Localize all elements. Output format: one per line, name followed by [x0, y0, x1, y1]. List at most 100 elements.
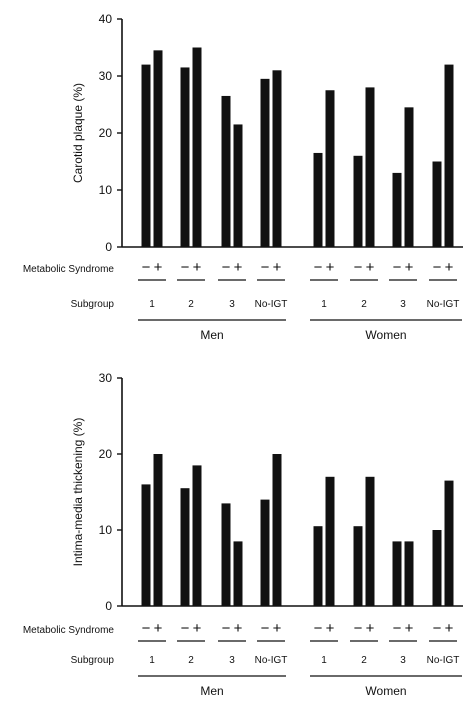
group-label-women: Women [365, 328, 406, 342]
syndrome-sign: + [445, 620, 454, 637]
chart-panel-2: 0 10 20 30 Intima-media thickening (%) Metabo… [23, 371, 463, 698]
syndrome-sign: − [354, 620, 363, 637]
bar [260, 499, 270, 606]
bar [141, 484, 151, 606]
bar [313, 152, 323, 247]
syndrome-sign: + [405, 259, 414, 276]
subgroup-row-label: Subgroup [71, 655, 115, 666]
syndrome-sign: + [273, 259, 282, 276]
subgroup-label: 3 [400, 655, 406, 666]
syndrome-sign: − [314, 259, 323, 276]
y-tick-label: 10 [99, 183, 113, 197]
y-tick-label: 0 [105, 240, 112, 254]
bar [153, 454, 163, 606]
syndrome-sign: − [181, 620, 190, 637]
syndrome-sign: − [433, 620, 442, 637]
bar [141, 64, 151, 247]
bar [325, 90, 335, 247]
bar [313, 526, 323, 606]
y-tick-label: 30 [99, 69, 113, 83]
subgroup-label: 2 [361, 655, 367, 666]
subgroup-label: 2 [188, 299, 194, 310]
syndrome-sign: + [366, 620, 375, 637]
subgroup-label: 2 [361, 299, 367, 310]
subgroup-label: 1 [321, 299, 327, 310]
subgroup-label: 1 [149, 299, 155, 310]
syndrome-sign: + [193, 259, 202, 276]
bar [444, 64, 454, 247]
y-tick-label: 10 [99, 523, 113, 537]
group-label-men: Men [200, 328, 223, 342]
bar [272, 70, 282, 247]
syndrome-sign: − [261, 259, 270, 276]
syndrome-sign: − [393, 620, 402, 637]
y-axis-label: Carotid plaque (%) [71, 83, 85, 183]
syndrome-sign: + [234, 620, 243, 637]
syndrome-sign: + [273, 620, 282, 637]
subgroup-label: No-IGT [427, 299, 460, 310]
bar [353, 155, 363, 247]
subgroup-label: No-IGT [255, 299, 288, 310]
syndrome-sign: + [326, 620, 335, 637]
bar [153, 50, 163, 247]
subgroup-label: 2 [188, 655, 194, 666]
bar [233, 124, 243, 247]
syndrome-sign: − [261, 620, 270, 637]
y-tick-label: 40 [99, 12, 113, 26]
syndrome-sign: + [154, 259, 163, 276]
subgroup-label: 3 [229, 655, 235, 666]
syndrome-sign: + [154, 620, 163, 637]
syndrome-sign: − [142, 259, 151, 276]
syndrome-sign: − [222, 259, 231, 276]
group-label-men: Men [200, 684, 223, 698]
y-axis-label: Intima-media thickening (%) [71, 418, 85, 567]
bar [353, 526, 363, 606]
syndrome-sign: − [142, 620, 151, 637]
group-label-women: Women [365, 684, 406, 698]
metabolic-syndrome-row-label: Metabolic Syndrome [23, 625, 115, 636]
syndrome-sign: + [193, 620, 202, 637]
subgroup-label: 3 [229, 299, 235, 310]
syndrome-sign: − [314, 620, 323, 637]
bar [180, 67, 190, 247]
bar [432, 161, 442, 247]
subgroup-label: No-IGT [427, 655, 460, 666]
y-tick-label: 0 [105, 599, 112, 613]
bar [192, 47, 202, 247]
y-tick-label: 20 [99, 126, 113, 140]
syndrome-sign: − [181, 259, 190, 276]
bar [404, 107, 414, 247]
subgroup-label: 1 [149, 655, 155, 666]
bar [365, 87, 375, 248]
syndrome-sign: − [222, 620, 231, 637]
bar [365, 476, 375, 606]
bar [192, 465, 202, 606]
metabolic-syndrome-row-label: Metabolic Syndrome [23, 264, 115, 275]
syndrome-sign: + [326, 259, 335, 276]
bar [444, 480, 454, 606]
bar [325, 476, 335, 606]
subgroup-label: No-IGT [255, 655, 288, 666]
bar [221, 95, 231, 247]
bar [392, 541, 402, 606]
chart-panel-1: 0 10 20 30 40 Carotid plaque (%) Metabolic Syn… [23, 12, 463, 342]
syndrome-sign: + [445, 259, 454, 276]
y-tick-label: 30 [99, 371, 113, 385]
y-tick-label: 20 [99, 447, 113, 461]
bar [272, 454, 282, 606]
syndrome-sign: + [405, 620, 414, 637]
subgroup-label: 1 [321, 655, 327, 666]
syndrome-sign: − [393, 259, 402, 276]
subgroup-row-label: Subgroup [71, 299, 115, 310]
bar [404, 541, 414, 606]
bar [392, 172, 402, 247]
syndrome-sign: − [354, 259, 363, 276]
bar [233, 541, 243, 606]
syndrome-sign: + [366, 259, 375, 276]
subgroup-label: 3 [400, 299, 406, 310]
syndrome-sign: + [234, 259, 243, 276]
bar [221, 503, 231, 606]
bar [260, 78, 270, 247]
bar [180, 488, 190, 606]
